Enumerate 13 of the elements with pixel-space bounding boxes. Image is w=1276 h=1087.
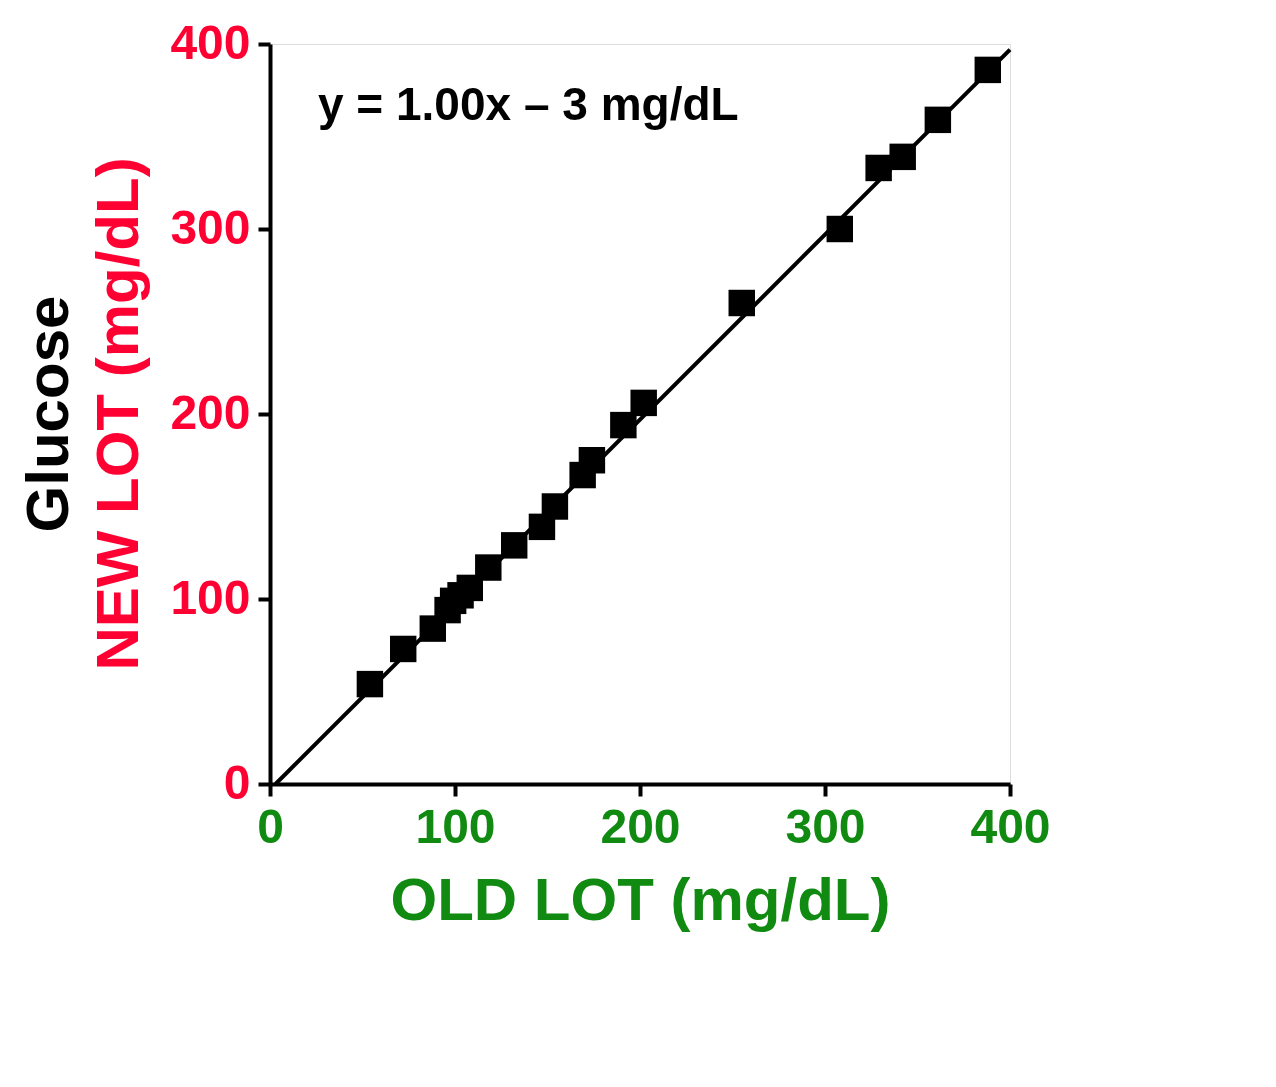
x-tick-label: 100 <box>415 799 496 853</box>
annotation: y = 1.00x – 3 mg/dL <box>318 78 739 130</box>
x-tick-label: 400 <box>970 799 1051 853</box>
y-tick-label: 300 <box>170 200 251 254</box>
x-axis-title: OLD LOT (mg/dL) <box>390 865 891 933</box>
x-tick-label: 200 <box>600 799 681 853</box>
y-tick-label: 0 <box>223 755 251 809</box>
x-tick-label: 0 <box>257 799 284 853</box>
y-tick-label: 100 <box>170 570 251 624</box>
y-tick-label: 200 <box>170 385 251 439</box>
x-tick-label: 300 <box>785 799 866 853</box>
y-axis-title: Glucose NEW LOT (mg/dL) <box>14 157 151 671</box>
y-tick-label: 400 <box>170 15 251 69</box>
